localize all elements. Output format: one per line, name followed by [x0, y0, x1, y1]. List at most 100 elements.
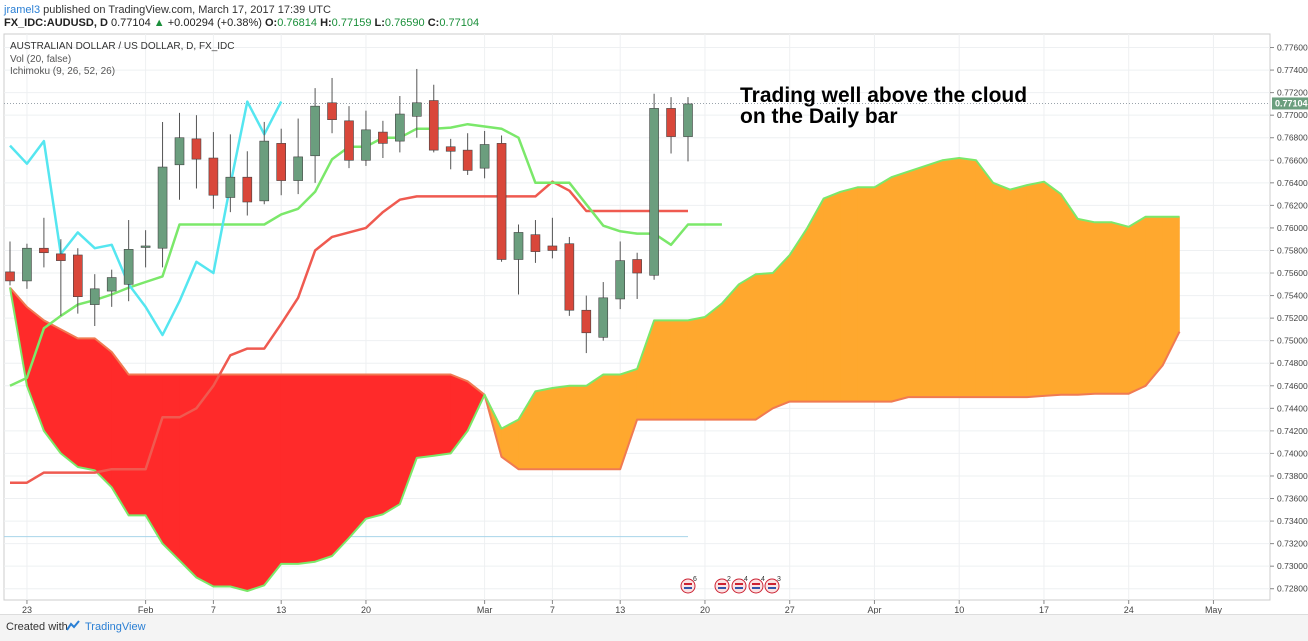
flag-stripe [718, 587, 726, 589]
cloud-segment [772, 254, 791, 409]
candle-body [479, 144, 490, 169]
cloud-segment [992, 182, 1011, 398]
candle-body [208, 157, 219, 196]
symbol-label: FX_IDC:AUDUSD, D [4, 17, 108, 29]
cloud-segment [941, 157, 960, 398]
cloud-segment [331, 374, 350, 557]
low-label: L: [374, 17, 385, 29]
span-a-line [9, 157, 1180, 592]
flag-stripe [752, 587, 760, 589]
cloud-segment [823, 191, 841, 402]
price-chart[interactable]: 0.72800 0.73000 0.73200 0.73400 0.73600 0.738… [0, 32, 1308, 614]
cloud-segment [77, 338, 96, 471]
candle-body [39, 247, 49, 254]
close-label: C: [427, 17, 440, 29]
candle-body [327, 102, 337, 120]
price-tick-label: 0.75200 [1277, 313, 1308, 323]
cloud-segment [1043, 181, 1062, 397]
cloud-segment [738, 273, 757, 420]
time-tick-label: 27 [785, 605, 795, 614]
time-axis[interactable]: 23 Feb 7 13 20 Mar 7 13 20 27 Apr 10 17 24 May [22, 600, 1223, 614]
low-value: 0.76590 [384, 17, 425, 29]
cloud-segment [348, 374, 367, 539]
annotation-line-1: Trading well above the cloud [740, 84, 1027, 107]
cloud-segment [569, 385, 587, 470]
last-price-tag: 0.77104 [1272, 97, 1308, 110]
time-tick-label: Apr [867, 605, 881, 614]
event-count: 6 [693, 576, 697, 583]
flag-icon [731, 578, 747, 594]
high-label: H: [320, 17, 332, 29]
flag-icon [748, 578, 764, 594]
cloud-segment [721, 283, 740, 420]
candle-body [649, 108, 659, 276]
cloud-segment [891, 171, 909, 402]
price-axis[interactable]: 0.72800 0.73000 0.73200 0.73400 0.73600 0.738… [1270, 43, 1308, 594]
high-value: 0.77159 [331, 17, 372, 29]
price-tick-label: 0.77600 [1277, 43, 1308, 53]
price-tick-label: 0.74200 [1277, 426, 1308, 436]
candle-body [361, 129, 371, 161]
flag-icon [714, 578, 730, 594]
candle [428, 84, 439, 153]
time-tick-label: 23 [22, 605, 32, 614]
cloud-segment [552, 385, 570, 470]
time-tick-label: 20 [361, 605, 371, 614]
cloud-segment [416, 374, 435, 459]
candle-body [615, 260, 626, 300]
candle-body [411, 102, 422, 117]
last-price-tag-text: 0.77104 [1275, 98, 1308, 108]
candle [666, 97, 676, 154]
flag-stripe [735, 587, 743, 589]
candle-body [174, 137, 185, 166]
candle-body [513, 232, 524, 260]
cloud-segment [314, 374, 333, 563]
flag-stripe [718, 583, 726, 585]
span-b-line [9, 287, 1181, 471]
candle [73, 248, 83, 314]
cloud-segment [670, 320, 689, 420]
publisher-name[interactable]: jramel3 [4, 4, 41, 16]
chart-header: jramel3 published on TradingView.com, Ma… [0, 0, 1308, 32]
tradingview-link[interactable]: TradingView [85, 621, 146, 633]
price-tick-label: 0.77400 [1277, 65, 1308, 75]
candle-body [5, 271, 15, 282]
cloud-segment [1060, 193, 1079, 396]
cloud-segment [687, 316, 706, 420]
candle-body [140, 245, 151, 248]
cloud-segment [704, 302, 723, 420]
candle [259, 121, 270, 205]
cloud-segment [433, 374, 452, 457]
cloud-segment [179, 374, 197, 579]
up-arrow-icon: ▲ [153, 17, 165, 29]
cloud-segment [958, 157, 977, 398]
candle [208, 132, 219, 209]
price-tick-label: 0.74600 [1277, 381, 1308, 391]
cloud-segment [535, 387, 553, 470]
flag-stripe [752, 583, 760, 585]
cloud-segment [1145, 216, 1163, 387]
cloud-segment [789, 228, 807, 402]
candle [344, 106, 354, 169]
candle [530, 220, 541, 263]
time-tick-label: 13 [276, 605, 286, 614]
candle-body [276, 143, 287, 181]
candle-body [598, 297, 609, 338]
cloud-segment [1111, 221, 1129, 395]
candle-body [56, 253, 66, 261]
price-tick-label: 0.73400 [1277, 516, 1308, 526]
flag-stripe [768, 583, 776, 585]
candle [615, 241, 626, 310]
candle [157, 121, 168, 268]
candle-body [310, 105, 320, 157]
cloud-segment [1094, 222, 1113, 395]
price-tick-label: 0.75000 [1277, 336, 1308, 346]
candle [191, 115, 202, 189]
candle [174, 112, 185, 200]
candle-body [378, 131, 388, 144]
cloud-segment [975, 159, 994, 398]
candle [683, 97, 693, 162]
cloud-segment [382, 374, 401, 515]
candle [106, 269, 117, 307]
event-badge: 3 [764, 576, 781, 594]
